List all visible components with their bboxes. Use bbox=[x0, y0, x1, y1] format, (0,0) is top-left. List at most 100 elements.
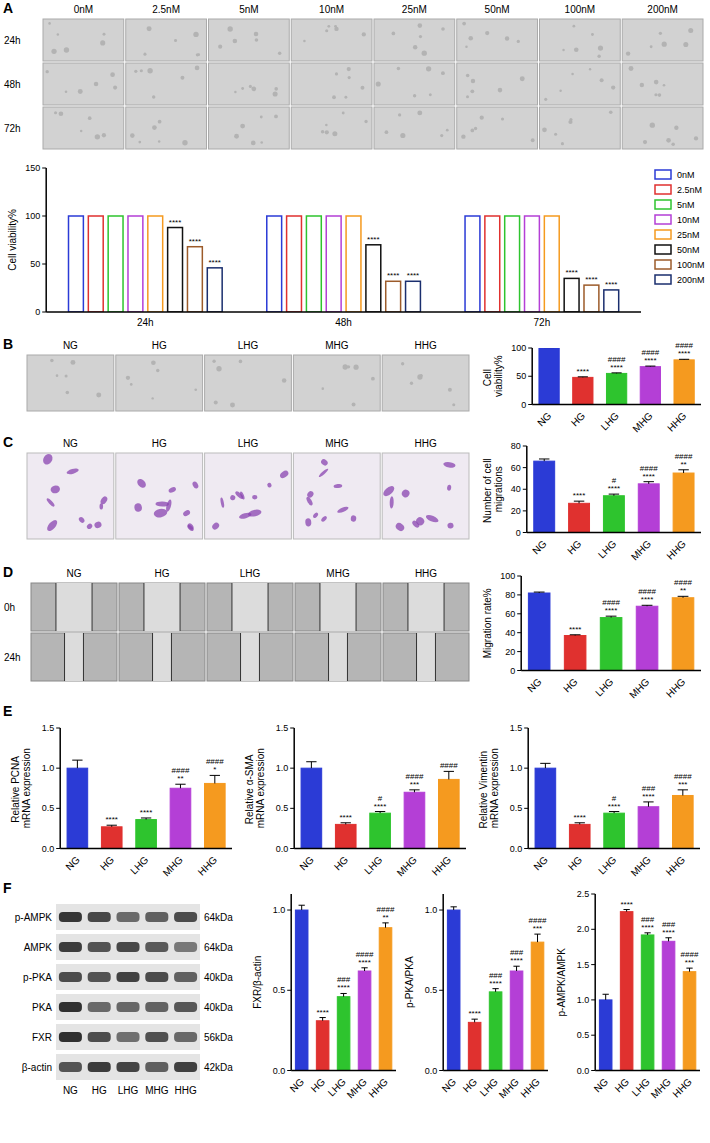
texture bbox=[683, 42, 688, 47]
axis-title-line: viability% bbox=[493, 355, 504, 397]
bar bbox=[636, 606, 658, 670]
significance: **** bbox=[577, 367, 589, 376]
tick bbox=[523, 467, 527, 468]
tick-label: 0.0 bbox=[425, 1066, 438, 1076]
bar bbox=[406, 281, 421, 312]
image bbox=[374, 19, 455, 61]
bar bbox=[673, 795, 694, 848]
image bbox=[295, 583, 381, 631]
category-label: NG bbox=[592, 1076, 611, 1095]
image bbox=[383, 583, 469, 631]
significance: #### bbox=[675, 452, 693, 461]
tick-label: 1.5 bbox=[577, 960, 590, 970]
texture bbox=[650, 45, 653, 48]
category-label: HHG bbox=[518, 1076, 542, 1100]
texture bbox=[325, 29, 328, 32]
significance: ### bbox=[641, 915, 655, 924]
image bbox=[205, 453, 292, 539]
texture bbox=[470, 129, 474, 133]
blot-band bbox=[145, 912, 168, 922]
texture bbox=[334, 25, 337, 28]
lane-label: HG bbox=[92, 1085, 107, 1096]
image bbox=[116, 453, 203, 539]
tick-label: 1.0 bbox=[425, 905, 438, 915]
bar bbox=[569, 503, 590, 532]
error-bar bbox=[340, 993, 346, 996]
bar bbox=[301, 768, 322, 848]
column-label: LHG bbox=[238, 340, 259, 351]
axis-title-line: Relative PCNA bbox=[10, 754, 21, 823]
texture bbox=[66, 391, 70, 395]
error-bar bbox=[539, 459, 549, 461]
column-label: HG bbox=[152, 438, 167, 449]
texture bbox=[559, 89, 561, 91]
category-label: NG bbox=[535, 410, 554, 429]
image bbox=[374, 63, 455, 105]
tick bbox=[524, 768, 528, 769]
micrograph bbox=[382, 355, 469, 411]
panel-letter: F bbox=[3, 880, 12, 896]
texture bbox=[426, 66, 431, 71]
texture bbox=[413, 94, 416, 97]
legend-label: 2.5nM bbox=[677, 185, 702, 195]
size-label: 64kDa bbox=[204, 942, 233, 953]
error-bar bbox=[72, 760, 82, 768]
texture bbox=[194, 388, 197, 391]
texture bbox=[216, 366, 221, 371]
row-label: 72h bbox=[4, 123, 21, 134]
micrograph bbox=[291, 107, 372, 149]
texture bbox=[333, 483, 342, 488]
category-label: NG bbox=[525, 676, 544, 695]
texture bbox=[688, 28, 693, 33]
blot-band bbox=[88, 1062, 111, 1072]
texture bbox=[335, 72, 338, 75]
tick bbox=[517, 613, 521, 614]
bar bbox=[603, 496, 624, 533]
x-axis bbox=[291, 1070, 396, 1072]
blot-band bbox=[174, 942, 197, 952]
significance: ** bbox=[177, 774, 183, 783]
texture bbox=[417, 374, 422, 379]
category-label: NG bbox=[297, 854, 316, 873]
category-label: MHG bbox=[395, 854, 419, 878]
tick bbox=[528, 376, 532, 377]
texture bbox=[305, 518, 312, 527]
texture bbox=[126, 376, 130, 380]
category-label: MHG bbox=[161, 854, 185, 878]
category-label: MHG bbox=[627, 676, 651, 700]
tick bbox=[287, 910, 291, 911]
size-label: 64kDa bbox=[204, 912, 233, 923]
image bbox=[116, 355, 203, 411]
micrograph bbox=[43, 107, 124, 149]
bar bbox=[358, 971, 371, 1070]
texture bbox=[195, 66, 200, 71]
column-label: HHG bbox=[415, 568, 437, 579]
texture bbox=[448, 388, 452, 392]
error-bar bbox=[644, 933, 650, 935]
chart: Cell viability%*************************… bbox=[7, 163, 705, 328]
panel-letter: D bbox=[3, 564, 13, 580]
legend-swatch bbox=[655, 275, 671, 284]
tick-label: 2.5 bbox=[577, 889, 590, 899]
tick-label: 40 bbox=[505, 628, 515, 638]
significance: ### bbox=[642, 784, 656, 793]
error-bar bbox=[645, 366, 655, 368]
blot-band bbox=[116, 1062, 139, 1072]
axis-title-line: Migration rate% bbox=[482, 588, 493, 658]
legend-swatch bbox=[655, 245, 671, 254]
tick-label: 0 bbox=[35, 307, 40, 317]
texture bbox=[57, 33, 60, 36]
texture bbox=[227, 26, 232, 31]
bar bbox=[69, 216, 84, 312]
texture bbox=[78, 89, 83, 94]
bar bbox=[337, 997, 350, 1071]
texture bbox=[140, 69, 143, 72]
error-bar bbox=[606, 616, 617, 617]
image-panel: 0nM2.5nM5nM10nM25nM50nM100nM200nM24h48h7… bbox=[4, 4, 703, 149]
significance: **** bbox=[641, 923, 653, 932]
tick bbox=[591, 964, 595, 965]
x-axis bbox=[527, 532, 701, 534]
error-bar bbox=[540, 763, 550, 768]
error-bar bbox=[210, 775, 220, 783]
image bbox=[126, 63, 207, 105]
